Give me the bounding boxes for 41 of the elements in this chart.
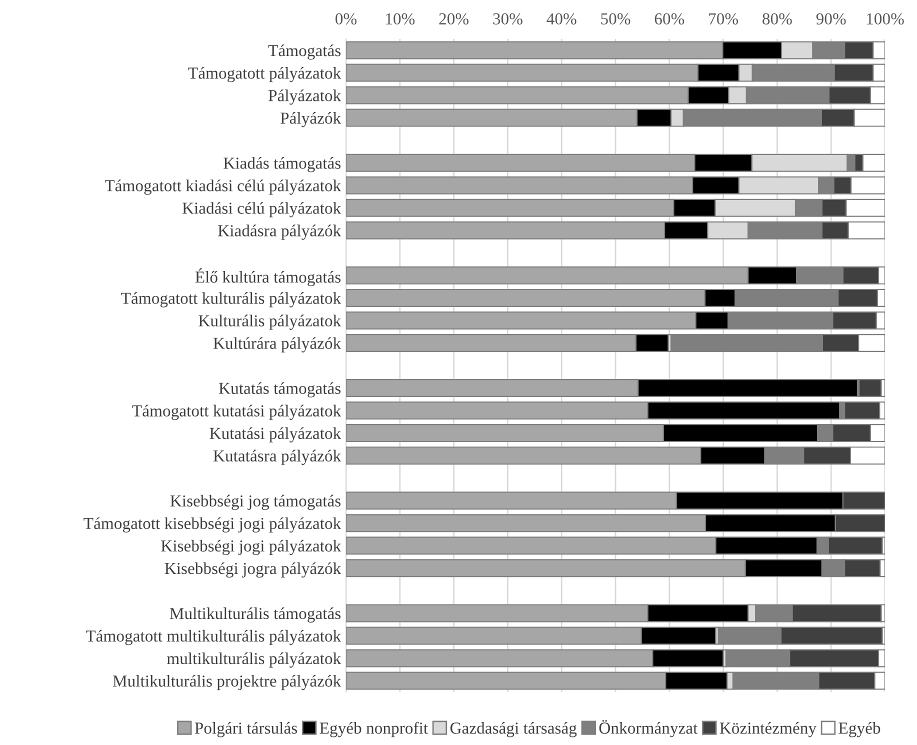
y-tick-label: Kutatási pályázatok xyxy=(210,427,342,442)
y-tick-label: Kutatásra pályázók xyxy=(213,450,342,465)
x-tick-label: 0% xyxy=(336,13,357,25)
y-tick-label: Kulturális pályázatok xyxy=(198,314,342,330)
y-tick-label: Kultúrára pályázók xyxy=(213,337,342,352)
x-tick-label: 100% xyxy=(867,13,904,25)
y-tick-label: Támogatott kutatási pályázatok xyxy=(132,404,342,420)
x-tick-label: 80% xyxy=(762,13,792,25)
y-tick-label: Pályázatok xyxy=(268,90,342,105)
legend-label: Polgári társulás xyxy=(194,722,298,738)
y-tick-label: Kisebbségi jogra pályázók xyxy=(164,562,342,578)
x-tick-label: 50% xyxy=(601,13,630,25)
legend-label: Közintézmény xyxy=(720,722,816,738)
y-tick-label: Kisebbségi jogi pályázatok xyxy=(161,540,342,556)
legend-label: Gazdasági társaság xyxy=(450,722,577,738)
y-tick-label: Kiadási célú pályázatok xyxy=(182,202,342,218)
y-tick-label: Támogatott pályázatok xyxy=(188,66,342,82)
y-tick-label: Támogatott multikulturális pályázatok xyxy=(86,630,342,646)
y-tick-label: Kiadásra pályázók xyxy=(218,224,342,240)
y-tick-label: Támogatás xyxy=(268,44,341,60)
y-tick-label: Multikulturális projektre pályázók xyxy=(112,674,342,690)
x-tick-label: 70% xyxy=(709,13,738,25)
legend-label: Egyéb xyxy=(838,722,880,738)
y-tick-label: Multikulturális támogatás xyxy=(170,607,341,623)
x-tick-label: 10% xyxy=(386,13,415,25)
legend-label: Egyéb nonprofit xyxy=(320,722,428,738)
legend-label: Önkormányzat xyxy=(599,720,698,738)
x-tick-label: 20% xyxy=(439,13,469,25)
y-tick-label: Kisebbségi jog támogatás xyxy=(170,494,341,510)
x-tick-label: 30% xyxy=(493,13,522,25)
y-tick-label: Pályázók xyxy=(280,112,342,128)
x-tick-label: 40% xyxy=(546,13,576,25)
x-tick-label: 90% xyxy=(816,13,846,25)
y-tick-label: Kutatás támogatás xyxy=(218,382,341,398)
y-tick-label: Támogatott kulturális pályázatok xyxy=(121,292,342,308)
y-tick-label: Kiadás támogatás xyxy=(224,157,341,172)
y-tick-label: Támogatott kiadási célú pályázatok xyxy=(104,180,342,195)
x-tick-label: 60% xyxy=(654,13,684,25)
y-tick-label: Támogatott kisebbségi jogi pályázatok xyxy=(84,517,342,533)
y-tick-label: Élő kultúra támogatás xyxy=(195,268,341,286)
y-tick-label: multikulturális pályázatok xyxy=(166,652,342,668)
